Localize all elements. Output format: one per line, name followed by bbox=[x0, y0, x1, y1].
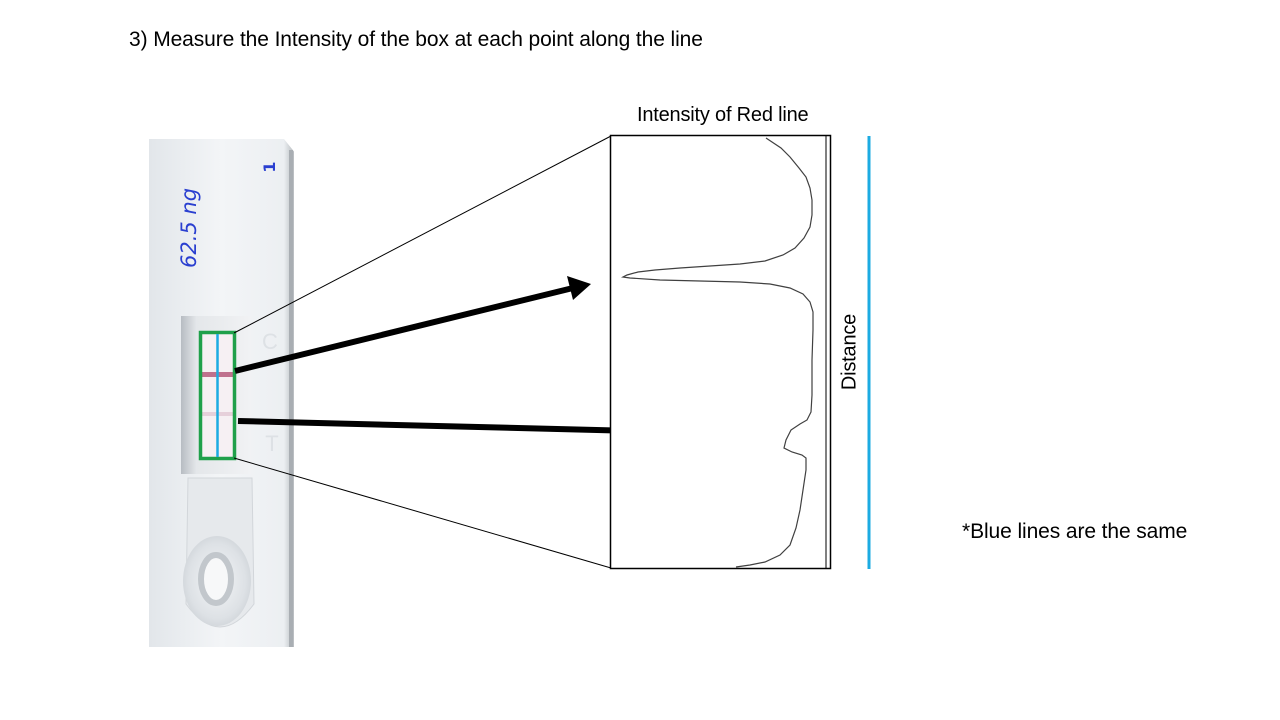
slide-title: 3) Measure the Intensity of the box at e… bbox=[129, 28, 703, 51]
handwritten-strip-number: 1 bbox=[260, 161, 279, 172]
plot-title: Intensity of Red line bbox=[637, 104, 809, 126]
handwritten-concentration: 62.5 ng bbox=[177, 188, 201, 268]
note-blue-lines: *Blue lines are the same bbox=[962, 520, 1188, 543]
intensity-plot bbox=[609, 134, 832, 570]
intensity-profile-curve bbox=[621, 137, 814, 568]
arrow-to-peak bbox=[234, 276, 591, 374]
sample-well-hole bbox=[198, 552, 234, 606]
distance-axis-label: Distance bbox=[838, 313, 861, 391]
handwritten-label: 62.5 ng 1 bbox=[177, 161, 279, 268]
zoom-connector-top bbox=[233, 135, 612, 334]
plot-frame bbox=[609, 134, 832, 570]
control-marking: C bbox=[262, 329, 278, 354]
zoom-connector-bottom bbox=[233, 457, 612, 569]
test-marking: T bbox=[265, 431, 278, 456]
cassette-edge-shadow bbox=[289, 150, 293, 647]
test-strip-cassette: 62.5 ng 1 C T S bbox=[149, 139, 296, 647]
roi-box bbox=[198, 330, 237, 461]
